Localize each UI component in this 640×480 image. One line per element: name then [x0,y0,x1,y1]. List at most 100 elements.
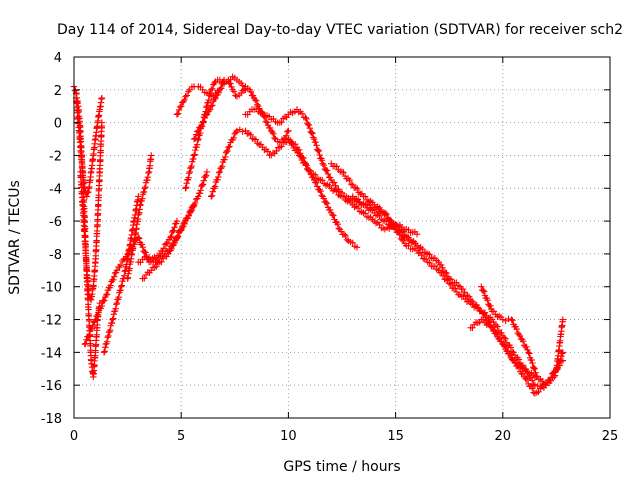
data-point [358,190,366,197]
data-point [426,251,433,258]
data-point [197,187,204,194]
data-point [494,323,501,330]
data-point [170,227,177,234]
data-point [197,124,204,131]
grid [74,57,610,418]
data-point [529,377,536,384]
data-point [230,88,238,95]
data-point [313,142,320,149]
x-axis-label: GPS time / hours [283,459,400,475]
y-tick-label: -6 [49,215,62,230]
y-tick-label: -18 [41,412,62,427]
data-point [182,93,189,100]
data-point [320,195,327,202]
data-point [203,111,211,118]
data-point [270,130,277,138]
data-point [556,358,563,365]
data-point [211,79,218,87]
data-point [183,92,191,99]
data-point [106,326,114,334]
data-point [559,349,567,356]
data-point [322,199,330,206]
data-point [340,169,347,176]
data-point [340,231,348,238]
data-point [523,376,531,384]
data-point [101,297,108,304]
data-point [519,337,527,345]
x-tick-label: 10 [280,429,297,444]
data-point [215,89,222,96]
data-point [284,128,291,135]
data-point [109,316,116,323]
y-tick-label: -2 [49,149,62,164]
data-point [198,122,205,130]
data-point [200,118,207,126]
data-point [310,135,318,143]
y-tick-label: 4 [54,51,62,66]
data-point [500,341,508,349]
data-point [473,301,480,309]
data-point [179,224,186,232]
data-point [173,217,181,225]
data-point [202,172,210,179]
data-point [253,97,260,104]
data-point [199,181,207,188]
data-point [200,177,208,184]
data-point [176,103,184,111]
data-point [352,184,359,191]
data-point [317,187,324,195]
data-point [509,317,516,324]
data-point [190,152,198,159]
data-point [173,234,181,241]
data-point [516,332,524,340]
data-point [525,349,532,356]
data-point [506,350,513,357]
data-point [140,188,148,196]
data-point [529,359,536,367]
data-point [168,245,175,253]
data-point [230,134,237,142]
data-point [142,183,149,191]
data-point [185,174,192,181]
data-point [464,292,471,300]
data-point [461,289,468,296]
data-point [323,167,331,174]
data-point [191,151,198,158]
data-point [94,311,102,318]
data-point [505,315,512,323]
data-point [333,188,340,195]
data-point [208,86,215,94]
data-point [554,362,562,370]
data-point [117,283,125,290]
data-point [247,131,254,139]
data-point [113,299,121,307]
data-point [144,176,151,184]
data-point [118,282,125,289]
data-point [316,186,323,194]
data-point [522,365,530,373]
data-point [333,163,340,170]
data-point [233,127,241,135]
data-point [318,157,326,164]
data-point [203,104,210,111]
data-point [216,168,223,176]
data-point [439,272,447,280]
data-point [315,147,323,155]
data-point [513,325,520,333]
data-point [178,103,185,110]
data-point [492,321,500,329]
data-point [251,96,259,104]
data-point [232,129,240,136]
data-point [211,183,219,190]
data-point [217,85,225,92]
data-point [559,316,567,323]
data-point [484,297,491,304]
data-point [218,163,226,170]
data-point [266,124,274,132]
data-point [354,185,361,192]
data-point [343,236,351,243]
data-point [85,331,93,339]
data-point [115,293,122,301]
data-point [89,323,96,330]
data-point [182,185,189,192]
